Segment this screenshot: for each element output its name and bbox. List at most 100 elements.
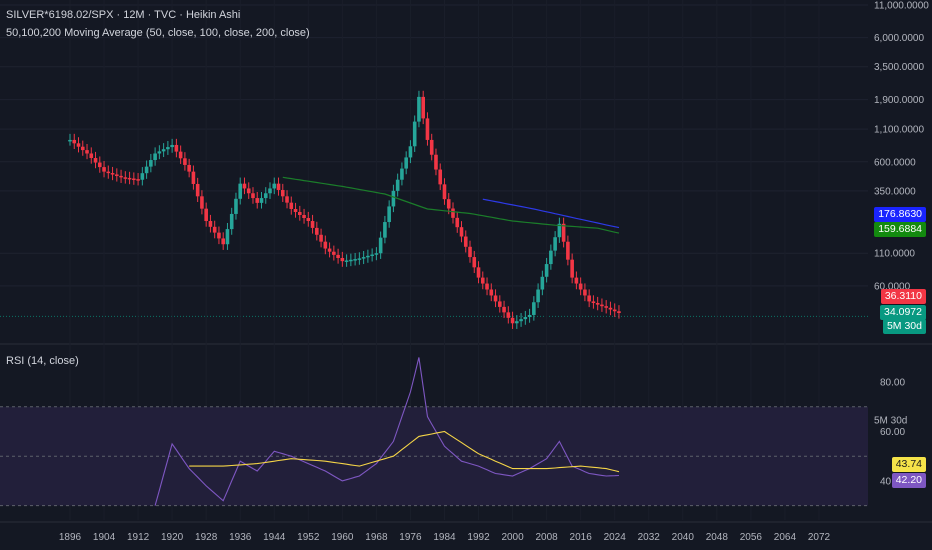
candle-body (387, 206, 391, 223)
candle-body (570, 259, 574, 278)
candle-body (144, 166, 149, 174)
candle-body (170, 144, 174, 148)
candle-body (276, 183, 281, 190)
candle-body (455, 217, 460, 228)
candle-body (123, 177, 128, 179)
candle-body (608, 307, 613, 310)
candle-body (102, 167, 106, 172)
candle-body (357, 258, 362, 260)
rsi-value-badge: 42.20 (891, 473, 926, 488)
candle-body (127, 177, 132, 180)
candle-body (310, 221, 315, 228)
price-tick-label: 6,000.0000 (874, 33, 924, 44)
price-tick-label: 5M 30d (874, 415, 907, 426)
price-tick-label: 1,900.0000 (874, 95, 924, 106)
candle-body (136, 179, 140, 181)
candle-body (404, 157, 408, 169)
candle-body (459, 227, 464, 237)
candle-body (561, 223, 566, 242)
candle-body (332, 251, 336, 255)
candle-body (476, 267, 481, 278)
rsi-legend[interactable]: RSI (14, close) (6, 355, 79, 367)
time-tick-label: 1960 (331, 532, 354, 543)
candle-body (574, 277, 579, 284)
candle-body (246, 188, 251, 194)
candle-body (119, 175, 123, 178)
candle-body (302, 215, 306, 219)
candle-body (566, 241, 570, 260)
candle-body (259, 198, 264, 203)
candle-body (221, 238, 225, 245)
candle-body (315, 227, 319, 235)
time-tick-label: 1952 (297, 532, 320, 543)
price-tick-label: 110.0000 (874, 249, 915, 260)
candle-body (421, 96, 426, 119)
candle-body (583, 289, 587, 296)
candle-body (208, 221, 213, 227)
candle-body (510, 317, 515, 324)
rsi-tick-label: 60.00 (880, 427, 905, 438)
time-tick-label: 2008 (535, 532, 558, 543)
candle-body (374, 253, 379, 255)
price-tick-label: 350.0000 (874, 186, 916, 197)
candle-body (217, 232, 221, 239)
time-tick-label: 2048 (706, 532, 729, 543)
candle-body (85, 150, 89, 154)
candle-body (183, 158, 187, 165)
time-tick-label: 1904 (93, 532, 116, 543)
time-tick-label: 1944 (263, 532, 286, 543)
candle-body (497, 301, 502, 307)
candle-body (451, 208, 455, 218)
ma-200-line (482, 198, 620, 229)
candle-body (204, 208, 208, 222)
candle-body (238, 183, 243, 199)
candle-body (106, 171, 111, 174)
candle-body (212, 226, 217, 233)
candle-body (604, 306, 608, 308)
candle-body (178, 151, 183, 159)
time-tick-label: 2024 (604, 532, 627, 543)
time-tick-label: 1968 (365, 532, 388, 543)
candle-body (166, 147, 170, 150)
candle-body (417, 96, 421, 122)
time-tick-label: 1896 (59, 532, 82, 543)
time-tick-label: 2040 (672, 532, 695, 543)
candle-body (612, 309, 617, 312)
candle-body (225, 229, 230, 245)
candle-body (97, 162, 102, 168)
candle-body (157, 151, 162, 154)
price-tick-label: 600.0000 (874, 157, 916, 168)
price-tick-label: 60.0000 (874, 281, 911, 292)
rsi-line (154, 357, 620, 506)
candle-body (553, 237, 557, 251)
candle-body (489, 289, 494, 296)
candle-body (434, 154, 438, 170)
candle-body (195, 183, 200, 197)
candle-body (502, 306, 506, 313)
candle-body (366, 255, 370, 258)
candle-body (340, 257, 345, 262)
candle-body (425, 118, 430, 140)
candle-body (327, 248, 332, 252)
candle-body (140, 173, 145, 180)
time-tick-label: 1920 (161, 532, 184, 543)
candle-body (617, 311, 621, 313)
candle-body (76, 143, 81, 147)
ma-legend[interactable]: 50,100,200 Moving Average (50, close, 10… (6, 27, 310, 39)
time-tick-label: 2016 (570, 532, 593, 543)
ma200-value-badge: 176.8630 (874, 207, 926, 222)
time-tick-label: 1912 (127, 532, 150, 543)
candle-body (187, 164, 191, 172)
time-tick-label: 1984 (433, 532, 456, 543)
candle-body (595, 303, 600, 305)
candle-body (544, 264, 549, 277)
candle-body (463, 236, 468, 247)
bid-price-badge: 34.0972 (880, 305, 926, 320)
price-tick-label: 3,500.0000 (874, 62, 924, 73)
candle-body (272, 183, 277, 189)
candle-body (289, 202, 294, 209)
symbol-legend[interactable]: SILVER*6198.02/SPX · 12M · TVC · Heikin … (6, 9, 241, 21)
candle-body (353, 259, 357, 261)
